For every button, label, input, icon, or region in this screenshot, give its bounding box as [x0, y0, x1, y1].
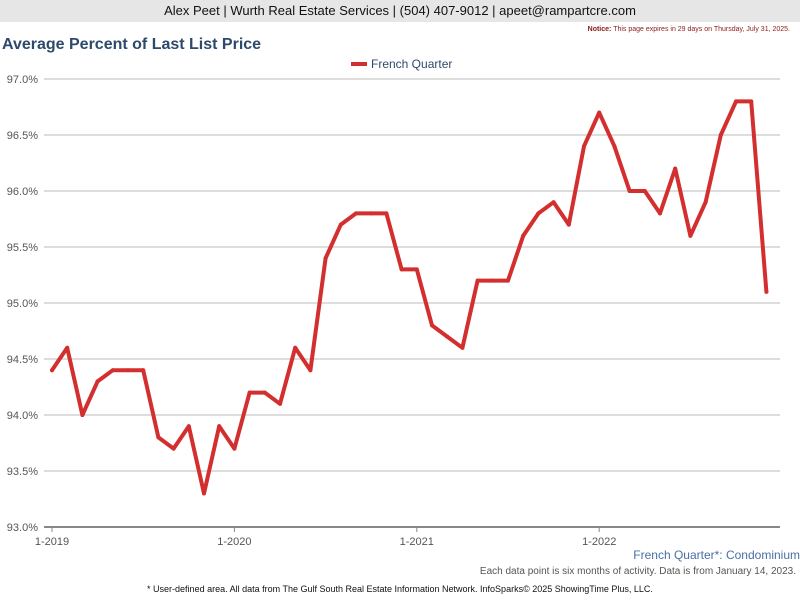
data-point — [475, 278, 480, 283]
notice-label: Notice: — [587, 26, 612, 33]
data-point — [278, 401, 282, 406]
data-point — [369, 211, 374, 216]
data-point — [521, 233, 526, 238]
series-line — [50, 99, 769, 496]
data-point — [338, 222, 343, 227]
data-point — [354, 211, 358, 216]
data-point — [749, 99, 754, 104]
agent-contact-bar: Alex Peet | Wurth Real Estate Services |… — [0, 0, 800, 22]
data-point — [126, 368, 130, 373]
data-point — [642, 189, 647, 193]
y-tick-label: 93.0% — [7, 522, 38, 534]
data-point — [734, 99, 738, 104]
data-point — [688, 233, 693, 238]
legend-label: French Quarter — [371, 57, 453, 71]
data-point — [658, 211, 662, 216]
y-tick-label: 95.5% — [7, 242, 38, 254]
data-point — [536, 211, 541, 216]
y-tick-label: 94.0% — [7, 410, 38, 422]
data-point — [582, 144, 586, 149]
line-chart: 93.0% 93.5% 94.0% 94.5% 95.0% 95.5% 96.0% 96.5%… — [7, 74, 780, 548]
data-point — [627, 189, 632, 193]
data-point — [551, 200, 556, 205]
data-point — [566, 222, 571, 227]
data-point — [673, 166, 678, 171]
data-point — [445, 334, 450, 339]
data-point — [430, 323, 434, 328]
data-point — [232, 446, 237, 451]
data-point — [703, 200, 708, 205]
x-tick-label: 1-2021 — [400, 536, 434, 548]
data-point — [186, 424, 191, 429]
x-tick-label: 1-2022 — [582, 536, 616, 548]
x-tick-label: 1-2020 — [217, 536, 251, 548]
data-point — [399, 267, 404, 272]
y-tick-label: 96.5% — [7, 130, 38, 142]
notice-text: This page expires in 29 days on Thursday… — [613, 26, 790, 33]
y-tick-label: 97.0% — [7, 74, 38, 86]
data-point — [414, 267, 419, 272]
data-point — [293, 345, 298, 350]
data-point — [597, 110, 602, 115]
data-point — [95, 379, 100, 384]
data-point — [764, 289, 769, 294]
data-point — [141, 368, 146, 373]
y-tick-label: 95.0% — [7, 298, 38, 310]
data-point — [50, 368, 54, 373]
expiry-notice: Notice: This page expires in 29 days on … — [588, 26, 790, 33]
data-point — [65, 345, 70, 350]
data-point — [718, 133, 723, 137]
data-point — [247, 390, 252, 395]
data-point — [171, 446, 176, 451]
data-point — [217, 424, 222, 429]
y-tick-label: 94.5% — [7, 354, 38, 366]
data-point — [156, 435, 161, 440]
data-point — [308, 368, 313, 373]
area-label: French Quarter*: Condominium — [633, 548, 800, 562]
data-point — [490, 278, 495, 283]
source-note: * User-defined area. All data from The G… — [147, 584, 653, 594]
chart-legend[interactable]: French Quarter — [351, 57, 452, 71]
x-tick-label: 1-2019 — [35, 536, 69, 548]
data-point — [262, 390, 267, 395]
data-point — [80, 413, 85, 417]
y-tick-label: 93.5% — [7, 466, 38, 478]
data-point — [323, 256, 328, 261]
legend-swatch — [351, 62, 367, 66]
chart-title: Average Percent of Last List Price — [2, 36, 262, 53]
data-point — [202, 491, 206, 496]
data-point — [506, 278, 510, 283]
y-tick-label: 96.0% — [7, 186, 38, 198]
data-point — [612, 144, 617, 149]
data-point — [460, 345, 465, 350]
data-point — [110, 368, 115, 373]
data-note: Each data point is six months of activit… — [479, 566, 796, 577]
data-point — [384, 211, 389, 216]
contact-line: Alex Peet | Wurth Real Estate Services |… — [164, 3, 636, 18]
